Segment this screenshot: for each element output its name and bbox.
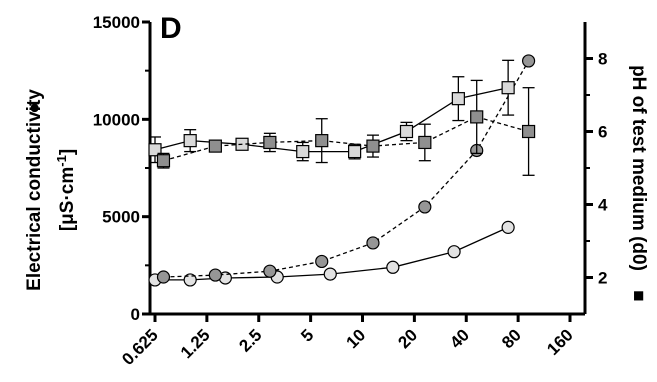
data-point-square <box>348 144 362 159</box>
y-axis-right-title-text: pH of test medium (d0) <box>628 65 649 271</box>
data-point-circle <box>323 267 337 281</box>
data-point-circle <box>501 220 515 234</box>
data-point-square <box>263 135 277 150</box>
y-left-tick-label: 0 <box>131 305 140 324</box>
data-point-square <box>366 139 380 153</box>
data-point-square <box>296 144 310 159</box>
y-right-tick-label: 2 <box>598 269 607 288</box>
data-point-square <box>208 139 222 153</box>
y-right-tick-label: 6 <box>598 123 607 142</box>
data-point-square <box>315 134 329 148</box>
y-axis-right-title: pH of test medium (d0) ■ <box>628 65 649 302</box>
data-point-circle <box>386 260 400 274</box>
y-axis-left-title-line2: [μS·cm-1] <box>54 149 78 231</box>
data-point-square <box>183 134 197 148</box>
y-right-tick-label: 8 <box>598 50 607 69</box>
x-tick-label: 160 <box>543 325 576 358</box>
y-axis-left-symbol: ● <box>24 102 45 113</box>
data-point-circle <box>521 54 536 68</box>
data-point-square <box>156 154 171 168</box>
y-axis-left-unit-sup: -1 <box>54 155 69 167</box>
data-point-square <box>470 110 484 124</box>
data-point-circle <box>263 264 277 278</box>
data-point-circle <box>208 268 222 282</box>
x-tick-label: 0.625 <box>118 325 162 369</box>
x-tick-label: 40 <box>446 325 473 352</box>
x-tick-label: 20 <box>394 325 421 352</box>
y-left-tick-label: 10000 <box>93 110 140 129</box>
y-left-tick-label: 15000 <box>93 13 140 32</box>
x-tick-label: 2.5 <box>235 325 265 355</box>
x-tick-label: 1.25 <box>177 325 214 362</box>
x-tick-label: 80 <box>498 325 525 352</box>
y-left-tick-label: 5000 <box>102 208 140 227</box>
y-axis-left-unit: [μS·cm <box>57 167 78 231</box>
y-axis-right-symbol: ■ <box>628 290 649 301</box>
panel-label: D <box>160 12 182 45</box>
y-axis-left-title: Electrical conductivity [μS·cm-1] ● <box>24 89 78 291</box>
data-point-square <box>399 124 414 139</box>
data-point-circle <box>447 245 461 259</box>
y-axis-left-unit-end: ] <box>57 149 78 155</box>
y-right-tick-label: 4 <box>598 196 608 215</box>
data-point-square <box>501 81 515 95</box>
x-tick-label: 10 <box>343 325 370 352</box>
data-point-circle <box>315 254 329 269</box>
series-line <box>163 116 529 162</box>
data-point-square <box>418 135 432 150</box>
data-point-circle <box>366 236 380 250</box>
data-point-square <box>521 124 536 139</box>
series-layer <box>148 54 536 287</box>
y-axis-left-title-line1: Electrical conductivity <box>24 89 45 291</box>
data-point-circle <box>418 200 432 214</box>
data-point-circle <box>156 270 171 284</box>
data-point-circle <box>183 273 197 287</box>
x-tick-label: 5 <box>297 325 317 345</box>
data-point-square <box>451 92 465 106</box>
series-line <box>163 60 530 278</box>
series-line <box>154 87 509 153</box>
